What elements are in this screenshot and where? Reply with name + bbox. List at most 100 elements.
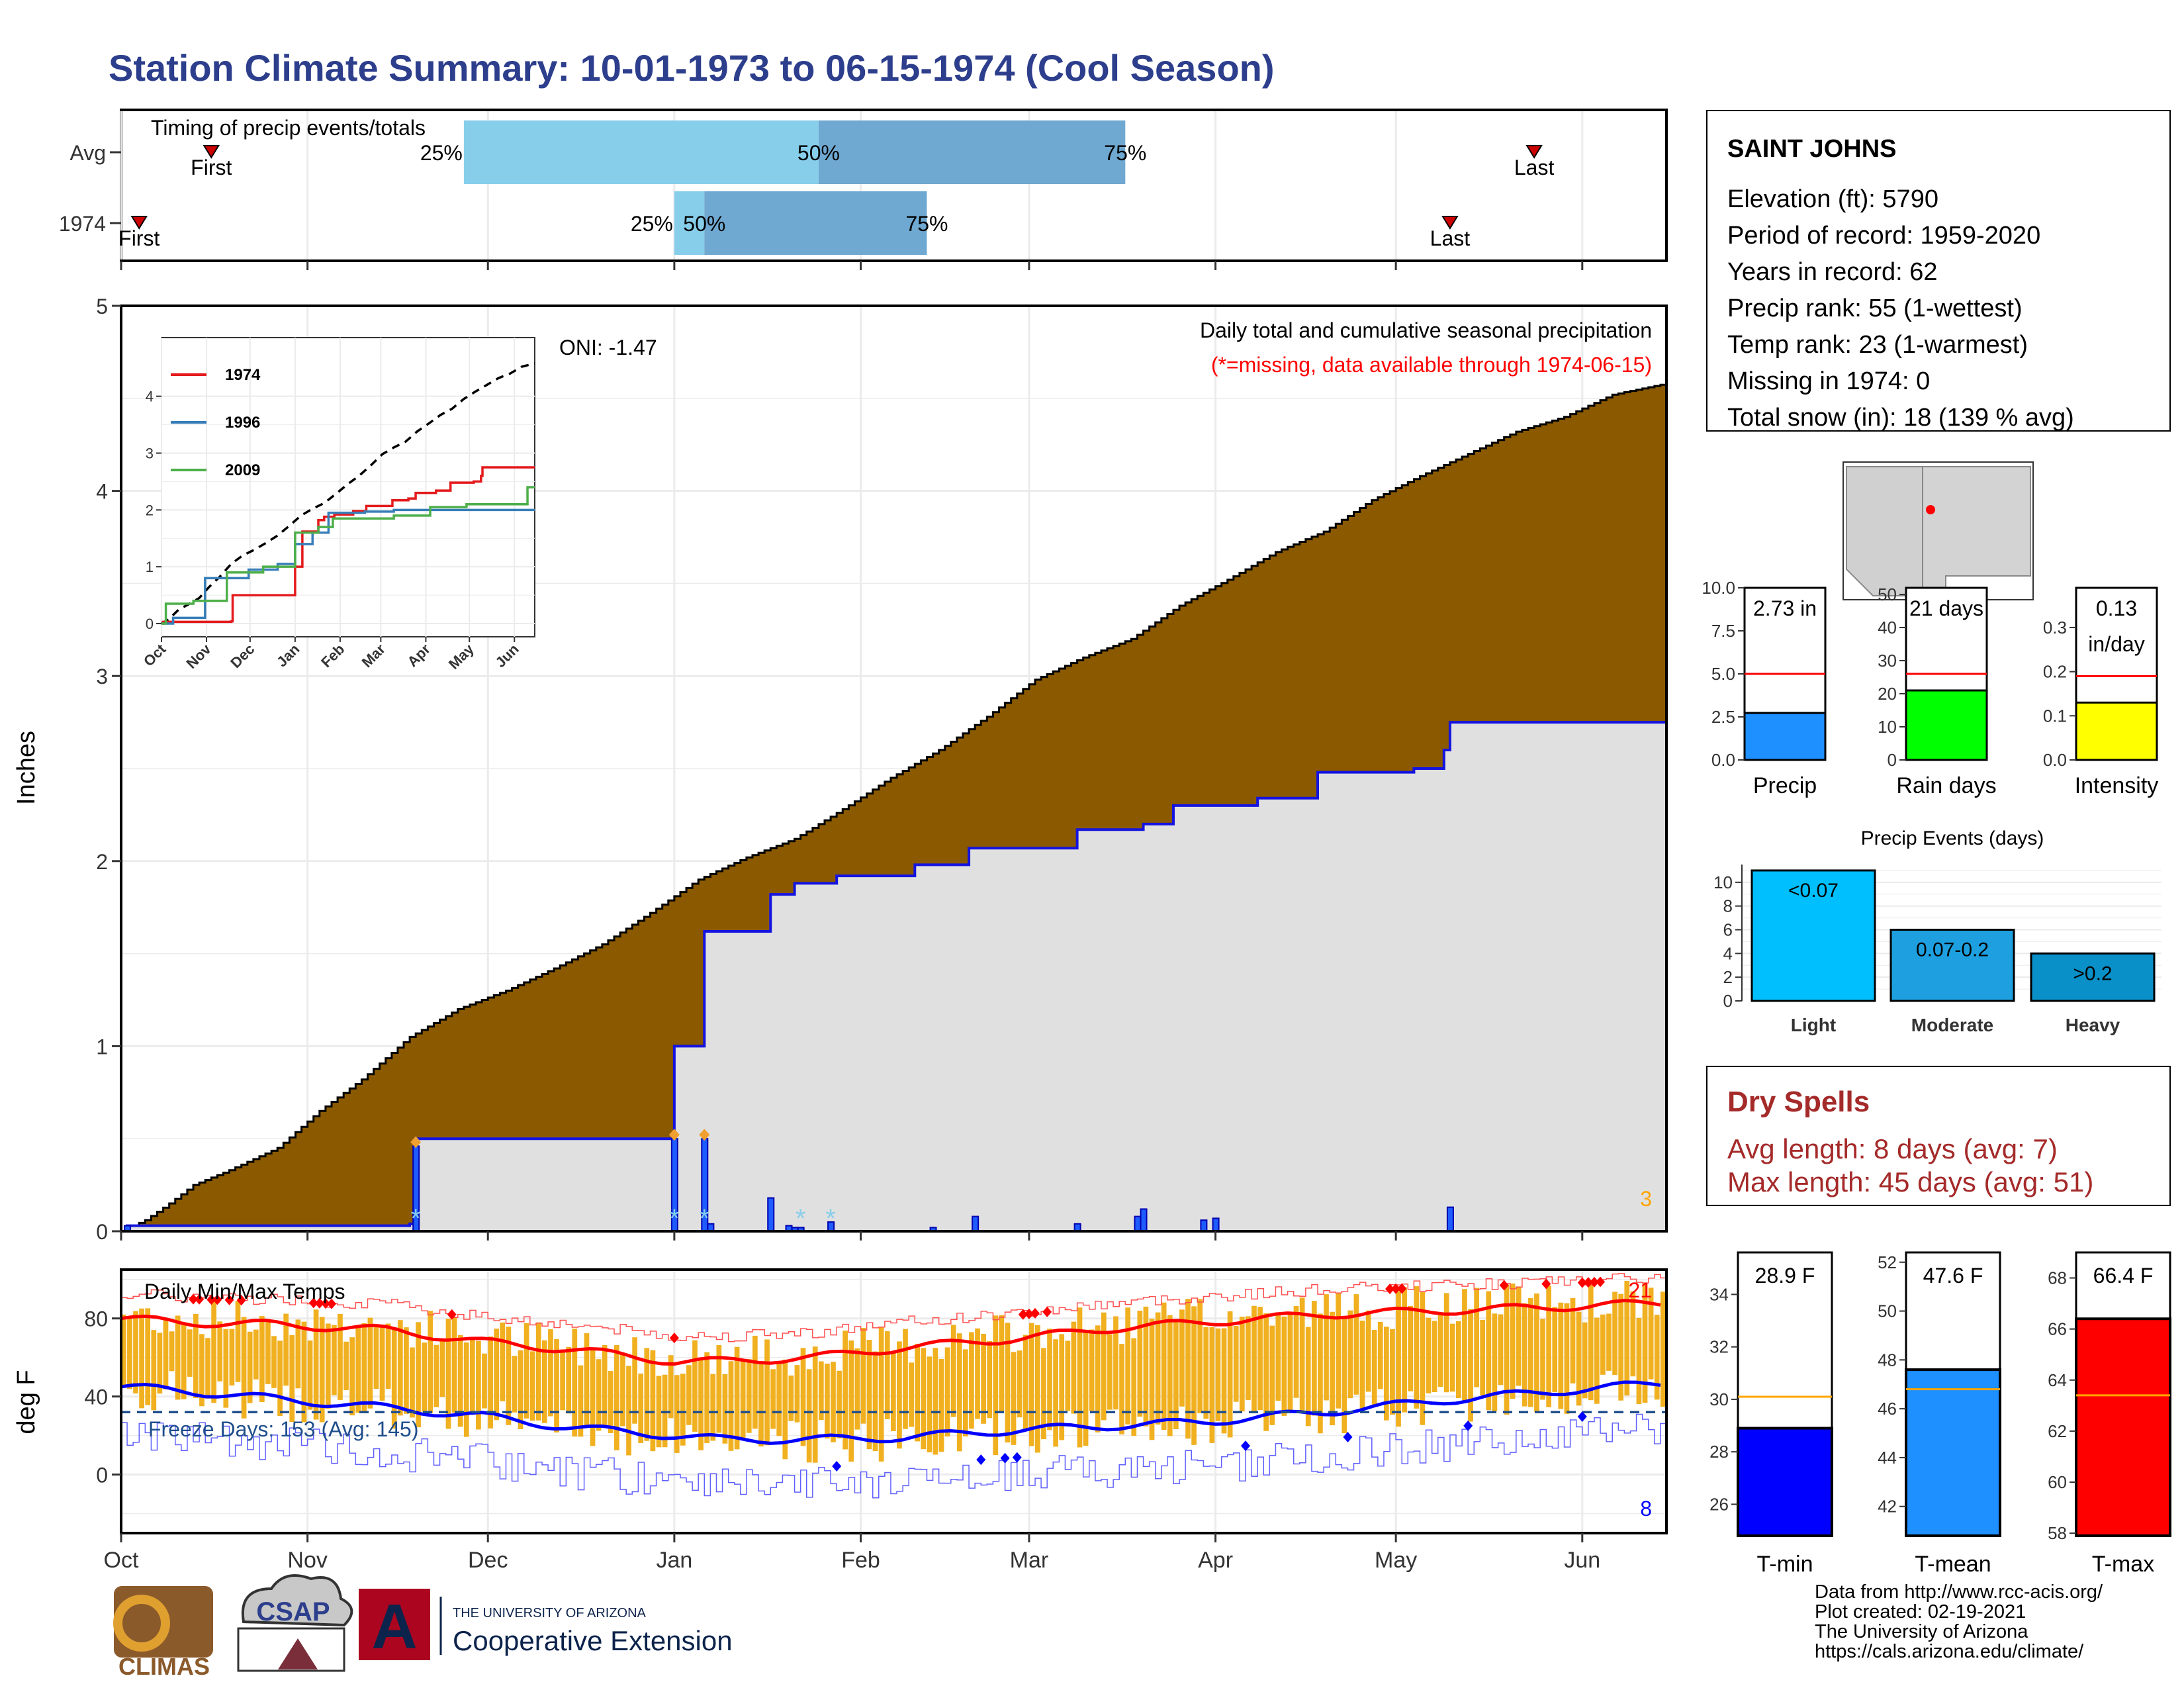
temp-bar-tick-label: 60	[2048, 1472, 2067, 1492]
daily-temp-bar	[897, 1341, 902, 1449]
daily-temp-bar	[1504, 1284, 1510, 1415]
climas-logo-ring	[113, 1595, 170, 1652]
daily-temp-bar	[1437, 1313, 1443, 1387]
temp-bar-tick-label: 26	[1709, 1494, 1729, 1514]
daily-temp-bar	[1630, 1291, 1636, 1377]
daily-temp-bar	[1035, 1325, 1040, 1453]
events-tick-label: 4	[1723, 943, 1733, 963]
daily-temp-bar	[674, 1375, 680, 1453]
events-category-label: Heavy	[2066, 1015, 2120, 1035]
daily-temp-bar	[541, 1340, 547, 1423]
daily-temp-bar	[1347, 1310, 1353, 1399]
record-high-diamond	[1042, 1306, 1052, 1317]
daily-temp-bar	[169, 1331, 175, 1372]
small-bar-value-label: in/day	[2088, 632, 2144, 656]
daily-temp-bar	[1246, 1316, 1251, 1400]
small-bar-tick-label: 5.0	[1711, 664, 1735, 684]
daily-temp-bar	[410, 1347, 415, 1418]
missing-day-marker: *	[669, 1204, 680, 1233]
temp-bar-value	[2075, 1317, 2171, 1537]
daily-temp-bar	[1101, 1312, 1107, 1421]
timing-quartile-label: 75%	[1104, 141, 1146, 165]
daily-temp-bar	[560, 1349, 565, 1411]
daily-temp-bar	[211, 1299, 217, 1403]
record-high-diamond	[1589, 1276, 1599, 1288]
record-low-diamond	[1000, 1452, 1010, 1464]
daily-temp-bar	[698, 1358, 704, 1450]
csap-logo-cloud	[241, 1574, 353, 1627]
station-line: Temp rank: 23 (1-warmest)	[1727, 331, 2028, 359]
events-bar	[2030, 952, 2156, 1002]
daily-temp-bar	[692, 1340, 698, 1432]
precip-y-axis-label: Inches	[13, 731, 40, 805]
daily-temp-bar	[626, 1366, 631, 1456]
daily-temp-bar	[265, 1321, 271, 1384]
footer-line: Data from http://www.rcc-acis.org/	[1815, 1581, 2103, 1603]
daily-temp-bar	[187, 1329, 193, 1377]
temp-bar-tick-label: 44	[1878, 1448, 1897, 1468]
daily-temp-bar	[956, 1333, 962, 1452]
inset-y-tick-label: 4	[146, 389, 154, 405]
daily-temp-bar	[428, 1311, 433, 1413]
daily-temp-bar	[680, 1374, 686, 1446]
precip-y-tick-label: 3	[96, 665, 108, 688]
station-line: Total snow (in): 18 (139 % avg)	[1727, 404, 2074, 432]
daily-temp-bar	[1612, 1291, 1617, 1376]
daily-temp-bar	[1185, 1299, 1191, 1439]
daily-temp-bar	[512, 1356, 518, 1413]
daily-temp-bar	[800, 1348, 806, 1446]
precip-corner-number: 3	[1640, 1187, 1652, 1211]
events-tick-label: 8	[1723, 896, 1733, 916]
footer-line: Plot created: 02-19-2021	[1815, 1601, 2026, 1622]
daily-temp-bar	[620, 1354, 625, 1427]
small-bar-tick-label: 20	[1878, 684, 1897, 704]
daily-temp-bar	[451, 1317, 457, 1413]
daily-temp-bar	[488, 1336, 493, 1429]
timing-marker-label: Last	[1430, 226, 1471, 250]
temp-x-tick-label: Nov	[287, 1548, 327, 1573]
daily-temp-bar	[1624, 1280, 1630, 1396]
daily-temp-bar	[367, 1317, 373, 1409]
record-high-diamond	[1024, 1308, 1034, 1319]
daily-temp-bar	[746, 1359, 752, 1433]
daily-temp-bar	[632, 1337, 637, 1424]
daily-temp-bar	[1209, 1327, 1215, 1443]
daily-temp-bar	[1642, 1283, 1648, 1403]
inset-frame	[161, 337, 535, 637]
missing-day-marker: *	[410, 1204, 421, 1233]
record-low-diamond	[832, 1460, 842, 1472]
daily-temp-bar	[271, 1336, 277, 1388]
record-high-diamond	[1541, 1278, 1551, 1289]
small-bar-tick-label: 50	[1878, 585, 1897, 604]
daily-temp-bar	[1161, 1302, 1167, 1430]
daily-temp-bar	[1516, 1286, 1522, 1386]
daily-temp-bar	[463, 1342, 469, 1437]
station-name: SAINT JOHNS	[1727, 135, 1897, 163]
daily-temp-bar	[1582, 1322, 1588, 1399]
daily-temp-bar	[1480, 1320, 1486, 1395]
daily-temp-bar	[1143, 1306, 1149, 1427]
record-high-diamond	[669, 1333, 679, 1344]
daily-temp-bar	[1281, 1316, 1287, 1416]
daily-temp-bar	[1041, 1348, 1046, 1440]
small-bar-value	[1743, 712, 1827, 761]
events-tick-label: 6	[1723, 920, 1733, 940]
daily-temp-bar	[1660, 1291, 1666, 1407]
daily-temp-bar	[529, 1351, 535, 1421]
inset-legend-label: 1996	[225, 414, 260, 432]
temp-panel-title: Daily Min/Max Temps	[144, 1280, 345, 1303]
temp-bar-value-label: 28.9 F	[1755, 1264, 1815, 1288]
avg-max-temp-line	[120, 1299, 1661, 1366]
daily-temp-bar	[884, 1331, 890, 1419]
daily-temp-bar	[127, 1317, 132, 1389]
daily-temp-bar	[1432, 1321, 1437, 1393]
daily-temp-bar	[981, 1333, 986, 1424]
freeze-days-label: Freeze Days: 153 (Avg: 145)	[148, 1417, 419, 1441]
daily-temp-bar	[837, 1370, 842, 1438]
daily-temp-bar	[283, 1313, 289, 1386]
daily-temp-bar	[397, 1320, 403, 1416]
daily-temp-bar	[794, 1365, 800, 1423]
daily-temp-bar	[445, 1319, 451, 1429]
record-high-diamond	[447, 1309, 457, 1320]
